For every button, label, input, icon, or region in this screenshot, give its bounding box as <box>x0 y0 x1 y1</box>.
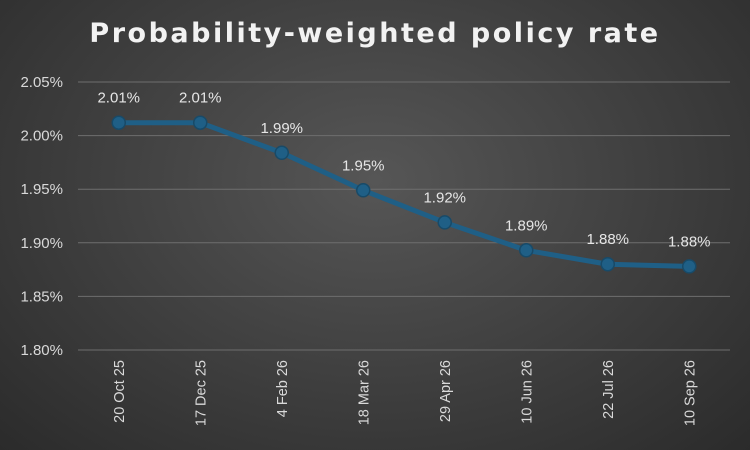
data-label: 2.01% <box>179 90 222 107</box>
data-point <box>111 115 126 130</box>
data-label: 1.99% <box>260 120 303 137</box>
data-label: 1.88% <box>586 231 629 248</box>
data-point <box>519 243 534 258</box>
data-label: 1.92% <box>423 189 466 206</box>
data-label: 2.01% <box>97 90 140 107</box>
y-tick-label: 1.95% <box>20 181 63 198</box>
y-tick-label: 2.00% <box>20 128 63 145</box>
data-point <box>600 256 615 272</box>
x-tick-label: 17 Dec 25 <box>193 360 209 426</box>
y-tick-label: 1.85% <box>20 288 63 305</box>
series-line <box>116 120 692 269</box>
data-point <box>682 259 697 274</box>
data-point <box>274 145 289 161</box>
y-tick-label: 2.05% <box>20 74 63 91</box>
x-tick-label: 10 Jun 26 <box>519 360 535 424</box>
x-tick-label: 4 Feb 26 <box>275 360 291 417</box>
data-label: 1.89% <box>505 217 548 234</box>
x-tick-label: 18 Mar 26 <box>356 360 372 425</box>
x-tick-label: 20 Oct 25 <box>112 360 128 423</box>
data-point <box>356 183 371 198</box>
chart-title: Probability-weighted policy rate <box>89 18 661 49</box>
x-tick-label: 22 Jul 26 <box>601 360 617 419</box>
data-point <box>437 215 452 230</box>
data-point <box>193 115 208 130</box>
x-tick-label: 29 Apr 26 <box>438 360 454 422</box>
y-tick-label: 1.90% <box>20 235 63 252</box>
data-label: 1.88% <box>668 233 711 250</box>
y-tick-label: 1.80% <box>20 342 63 359</box>
x-tick-label: 10 Sep 26 <box>682 360 698 426</box>
data-label: 1.95% <box>342 157 385 174</box>
